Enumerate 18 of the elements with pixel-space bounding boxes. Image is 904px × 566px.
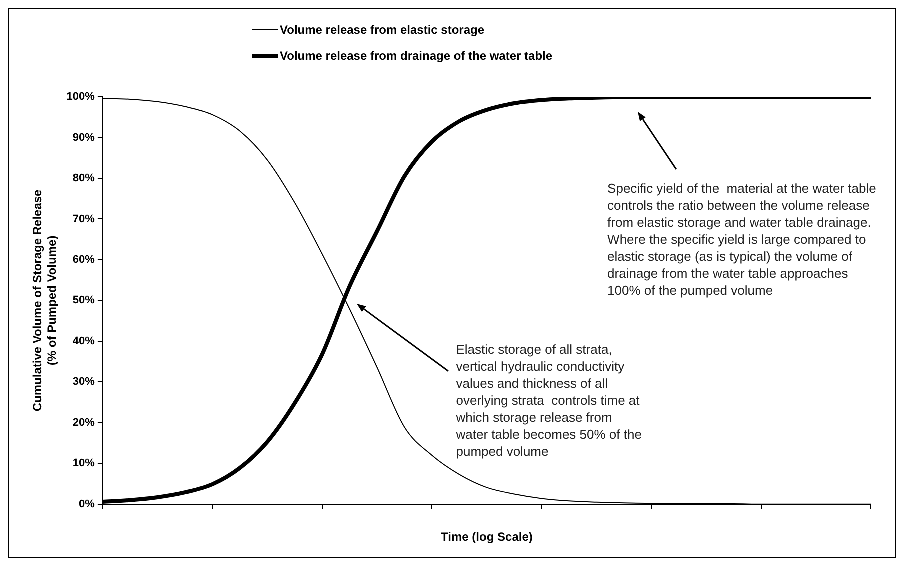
- annotation: Specific yield of the material at the water table controls the ratio between the volume release from elastic storage and water table drainage. Where the specific yield is large compared to elastic storage (as is typical) the volume of drainage from the water table approaches 100% of the pumped volume: [608, 180, 878, 299]
- y-tick-label: 40%: [72, 335, 96, 348]
- y-tick-label: 100%: [66, 91, 96, 104]
- y-tick-label: 10%: [72, 458, 96, 470]
- legend-label: Volume release from elastic storage: [280, 23, 485, 37]
- text: Cumulative Volume of Storage Release: [30, 190, 45, 412]
- y-tick-label: 80%: [72, 172, 96, 185]
- annotation: Elastic storage of all strata, vertical hydraulic conductivity values and thickness of all overlying strata controls time at which storage release from water table becomes 50% of the pumped volume: [456, 341, 643, 460]
- y-tick-label: 60%: [72, 254, 96, 266]
- y-tick-label: 0%: [79, 498, 96, 510]
- x-axis-title: Time (log Scale): [441, 530, 533, 544]
- text: (% of Pumped Volume): [44, 236, 59, 366]
- y-tick-label: 90%: [72, 132, 96, 144]
- legend-label: Volume release from drainage of the water table: [280, 49, 553, 63]
- y-tick-label: 70%: [72, 213, 96, 226]
- y-tick-label: 20%: [72, 416, 96, 429]
- y-tick-label: 50%: [72, 294, 96, 307]
- y-tick-label: 30%: [72, 376, 96, 388]
